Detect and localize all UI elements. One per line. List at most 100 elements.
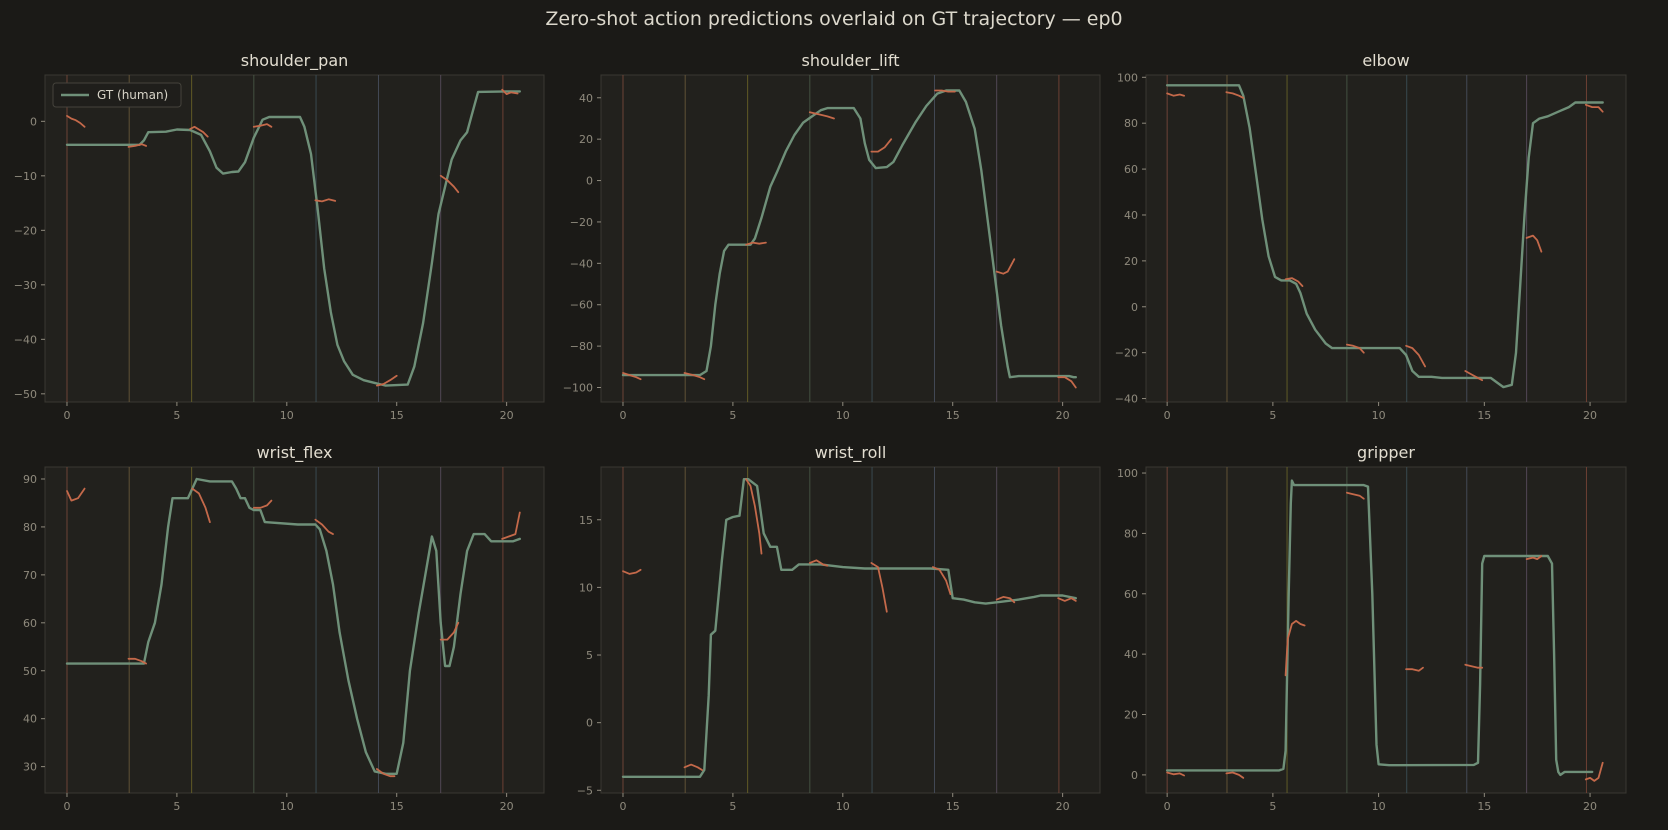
prediction-chunk-line [934,89,956,93]
prediction-chunk-line [932,566,952,596]
axes-frame [1145,466,1627,794]
x-tick-label: 5 [173,800,180,813]
y-tick-label: 0 [586,175,593,188]
subplot-title: shoulder_lift [802,51,900,71]
prediction-chunk-line [1525,234,1543,253]
prediction-chunk-line [1225,91,1245,99]
y-tick-label: 60 [1124,163,1138,176]
prediction-chunk-line [127,143,148,148]
prediction-chunk-line [501,511,521,540]
x-tick-label: 15 [946,409,960,422]
prediction-chunk-line [189,125,209,138]
subplot-wrist_roll: wrist_roll 0 5 10 15 20 15 10 5 0 −5 [577,443,1101,813]
gt-trajectory-line [1165,479,1594,777]
x-tick-label: 20 [500,409,514,422]
y-tick-label: 20 [1124,255,1138,268]
prediction-chunk-line [314,198,337,203]
y-tick-label: 0 [586,717,593,730]
prediction-chunk-line [1584,103,1604,113]
prediction-chunk-line [1405,344,1426,368]
prediction-chunk-line [1584,761,1604,782]
prediction-chunk-line [870,562,888,613]
x-tick-label: 20 [500,800,514,813]
axes-frame [44,74,545,403]
y-tick-label: −20 [1115,347,1138,360]
prediction-chunk-line [66,487,86,502]
y-tick-label: 40 [579,92,593,105]
prediction-chunk-line [1166,771,1185,777]
prediction-chunk-line [191,487,211,523]
y-tick-label: 0 [1131,301,1138,314]
prediction-chunk-line [1464,663,1484,669]
prediction-chunk-line [1464,370,1484,382]
prediction-chunk-line [1405,666,1424,672]
prediction-chunk-line [1284,277,1304,288]
x-tick-label: 15 [390,409,404,422]
legend-box [52,82,182,108]
legend: GT (human) [52,82,182,108]
y-tick-label: −40 [570,257,593,270]
prediction-chunk-line [1346,491,1365,500]
axes-frame [44,466,545,794]
prediction-chunk-line [314,518,334,535]
prediction-chunk-line [375,374,398,387]
gt-trajectory-line [65,477,521,775]
y-tick-label: 5 [586,649,593,662]
x-tick-label: 0 [1164,409,1171,422]
y-tick-label: 40 [23,713,37,726]
prediction-chunk-line [1225,771,1245,779]
prediction-chunk-line [1284,620,1306,677]
y-tick-label: −100 [563,382,593,395]
subplot-elbow: elbow 0 5 10 15 20 100 80 60 40 20 0 −20 −40 [1115,51,1627,422]
gt-trajectory-line [65,90,521,387]
prediction-chunk-line [622,568,642,575]
axes-frame [600,74,1101,403]
y-tick-label: −60 [570,299,593,312]
x-tick-label: 20 [1056,409,1070,422]
prediction-chunk-line [622,372,642,381]
y-tick-label: −40 [1115,393,1138,406]
x-tick-label: 5 [1269,409,1276,422]
x-tick-label: 10 [836,409,850,422]
gt-trajectory-line [621,478,1078,778]
prediction-chunk-line [745,478,763,555]
y-tick-label: −80 [570,340,593,353]
x-tick-label: 0 [63,409,70,422]
prediction-chunk-line [439,174,460,194]
y-tick-label: −20 [14,224,37,237]
subplot-wrist_flex: wrist_flex 0 5 10 15 20 90 80 70 60 50 40 30 [23,443,545,813]
y-tick-label: 80 [23,521,37,534]
prediction-chunk-line [375,768,396,778]
gt-trajectory-line [1165,84,1604,389]
x-tick-label: 0 [1164,800,1171,813]
subplot-shoulder_pan: shoulder_pan 0 5 10 15 20 0 −10 −20 −30 −40 −50 GT (… [14,51,545,422]
y-tick-label: 60 [1124,588,1138,601]
x-tick-label: 15 [1477,409,1491,422]
y-tick-label: −10 [14,170,37,183]
prediction-chunk-line [1057,597,1077,602]
y-tick-label: 80 [1124,527,1138,540]
prediction-chunk-line [808,111,835,120]
prediction-chunk-line [66,115,86,128]
prediction-chunk-line [1346,343,1365,354]
prediction-chunk-line [745,241,767,246]
x-tick-label: 15 [946,800,960,813]
prediction-chunk-line [439,621,460,641]
x-tick-label: 15 [390,800,404,813]
y-tick-label: −30 [14,279,37,292]
prediction-chunk-line [995,596,1016,604]
y-tick-label: 90 [23,473,37,486]
figure-title: Zero-shot action predictions overlaid on… [545,8,1123,30]
x-tick-label: 0 [619,409,626,422]
prediction-chunk-line [252,123,273,128]
prediction-chunk-line [683,763,703,771]
x-tick-label: 15 [1477,800,1491,813]
subplot-title: wrist_flex [257,443,333,463]
y-tick-label: −40 [14,333,37,346]
y-tick-label: 20 [1124,709,1138,722]
x-tick-label: 0 [63,800,70,813]
y-tick-label: −50 [14,388,37,401]
y-tick-label: 40 [1124,209,1138,222]
